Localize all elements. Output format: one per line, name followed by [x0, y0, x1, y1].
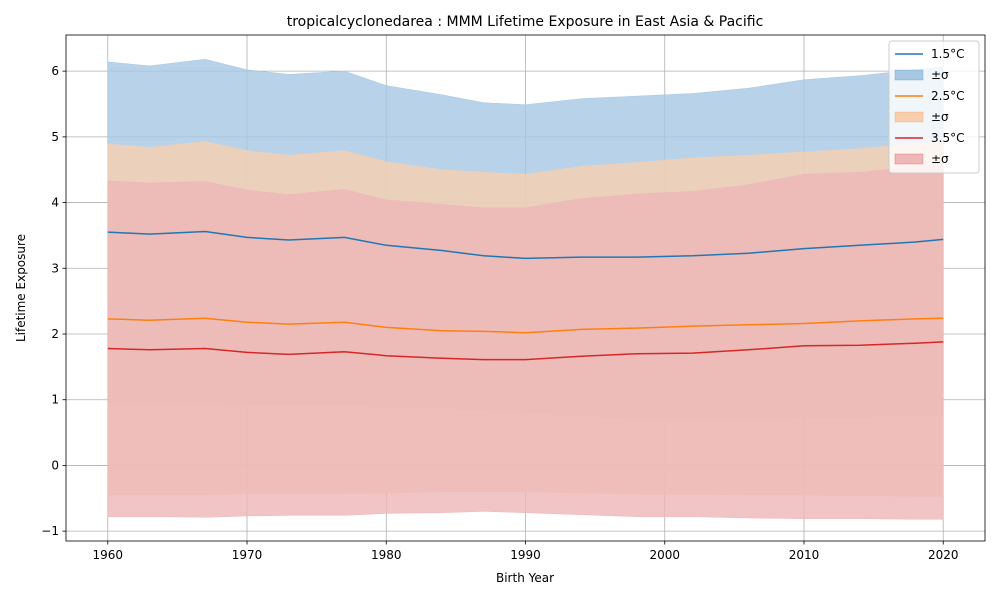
legend-band-swatch — [894, 153, 924, 165]
y-axis-label: Lifetime Exposure — [14, 234, 28, 342]
x-tick-label: 2000 — [649, 548, 680, 562]
y-tick-label: 6 — [51, 64, 59, 78]
x-axis-ticks: 1960 1970 1980 1990 2000 2010 2020 — [92, 541, 959, 562]
legend-label: 1.5°C — [931, 47, 964, 61]
x-tick-label: 1960 — [92, 548, 123, 562]
y-tick-label: 2 — [51, 327, 59, 341]
y-tick-label: −1 — [41, 524, 59, 538]
legend-band-label: ±σ — [931, 68, 949, 82]
series-line-1 — [107, 230, 944, 260]
chart-title: tropicalcyclonedarea : MMM Lifetime Expo… — [287, 14, 764, 30]
legend-band-swatch — [894, 111, 924, 123]
y-tick-label: 0 — [51, 458, 59, 472]
x-tick-label: 2010 — [789, 548, 820, 562]
x-tick-label: 2020 — [928, 548, 959, 562]
y-tick-label: 4 — [51, 196, 59, 210]
legend-label: 2.5°C — [931, 89, 964, 103]
x-tick-label: 1980 — [371, 548, 402, 562]
y-tick-label: 5 — [51, 130, 59, 144]
series-line-2 — [107, 317, 944, 334]
x-tick-label: 1970 — [232, 548, 263, 562]
y-tick-label: 3 — [51, 261, 59, 275]
series-lines — [107, 230, 944, 361]
std-bands — [107, 59, 944, 520]
legend-band-swatch — [894, 69, 924, 81]
band-3 — [107, 164, 944, 520]
legend-label: 3.5°C — [931, 131, 964, 145]
x-axis-label: Birth Year — [496, 571, 554, 585]
y-axis-ticks: −1 0 1 2 3 4 5 6 — [41, 64, 66, 538]
y-tick-label: 1 — [51, 393, 59, 407]
legend: 1.5°C ±σ 2.5°C ±σ 3.5°C ±σ — [888, 40, 980, 174]
series-line-3 — [107, 341, 944, 361]
x-tick-label: 1990 — [510, 548, 541, 562]
legend-band-label: ±σ — [931, 152, 949, 166]
legend-band-label: ±σ — [931, 110, 949, 124]
